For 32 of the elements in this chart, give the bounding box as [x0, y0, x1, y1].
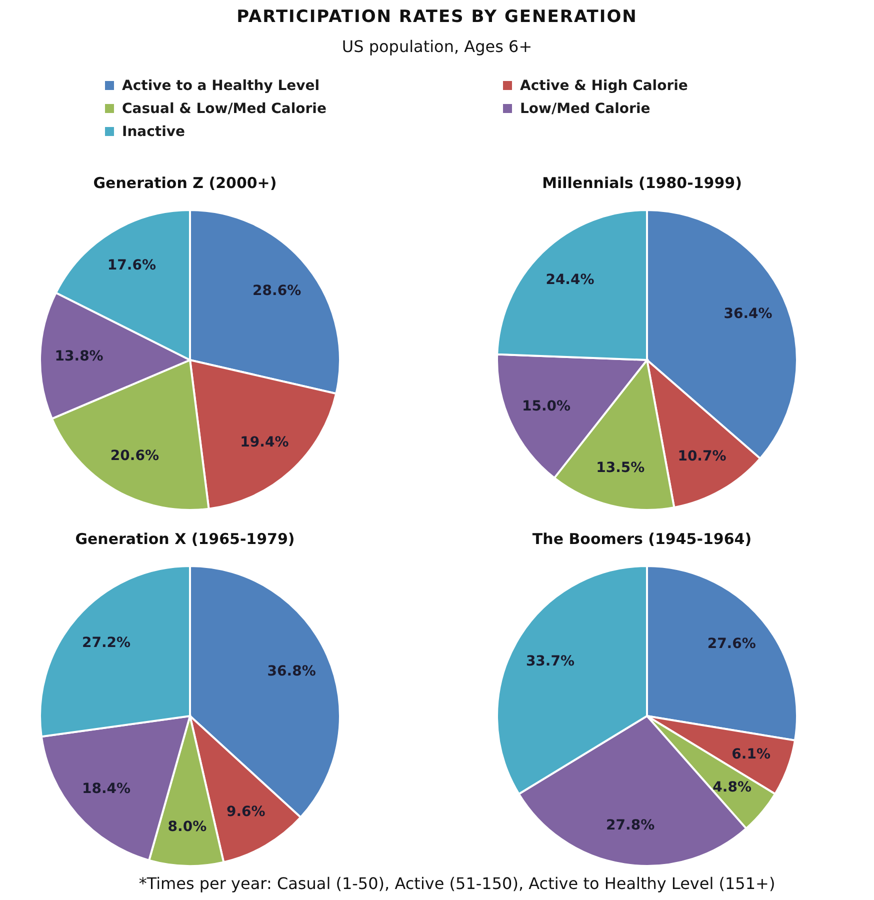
text: US population, Ages 6+ [340, 37, 534, 56]
legend-label: Casual & Low/Med Calorie [122, 100, 326, 116]
data-label: 15.0% [522, 398, 571, 415]
data-label: 27.2% [82, 635, 131, 652]
text: PARTICIPATION RATES BY GENERATION [236, 7, 638, 27]
data-label: 6.1% [732, 746, 770, 763]
data-label: 18.4% [82, 780, 131, 797]
chart-title: The Boomers (1945-1964) [531, 530, 753, 548]
data-label: 27.6% [707, 636, 756, 652]
text: Generation Z (2000+) [92, 174, 278, 192]
chart-title: Millennials (1980-1999) [541, 174, 743, 192]
data-label: 17.6% [107, 258, 156, 274]
legend-label: Active to a Healthy Level [122, 78, 320, 94]
legend-label: Inactive [122, 124, 186, 140]
data-label: 8.0% [168, 818, 207, 835]
data-label: 36.4% [724, 306, 772, 322]
data-label: 27.8% [606, 818, 655, 834]
text: *Times per year: Casual (1-50), Active (51-150), Active to Healthy Level (151+) [138, 874, 776, 893]
data-label: 9.6% [226, 804, 266, 820]
data-label: 28.6% [252, 282, 302, 299]
data-label: 24.4% [546, 272, 594, 288]
data-label: 13.5% [596, 460, 645, 476]
data-label: 13.8% [54, 348, 104, 365]
data-label: 33.7% [526, 654, 575, 670]
data-label: 20.6% [110, 448, 159, 464]
data-label: 4.8% [712, 779, 752, 796]
chart-title: Generation X (1965-1979) [74, 530, 296, 548]
legend-label: Active & High Calorie [520, 78, 688, 94]
legend-label: Low/Med Calorie [520, 100, 650, 116]
data-label: 36.8% [267, 663, 316, 680]
data-label: 19.4% [240, 434, 289, 450]
data-label: 10.7% [678, 448, 726, 464]
